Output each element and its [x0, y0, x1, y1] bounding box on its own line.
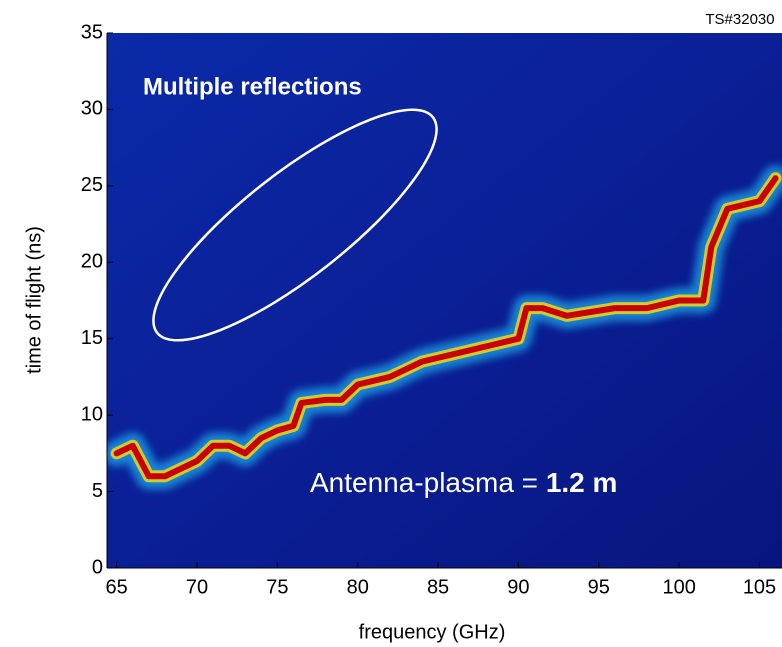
x-tick-label: 100: [662, 576, 695, 598]
x-tick-label: 70: [186, 576, 208, 598]
y-tick-label: 35: [81, 21, 103, 43]
x-tick-label: 80: [347, 576, 369, 598]
annotation-value: 1.2 m: [546, 467, 618, 498]
x-tick-label: 105: [743, 576, 776, 598]
y-tick-label: 0: [92, 556, 103, 578]
x-tick-label: 95: [588, 576, 610, 598]
highlight-ellipse: [152, 108, 438, 342]
shot-label: TS#32030: [705, 11, 774, 28]
y-tick-label: 10: [81, 403, 103, 425]
y-tick-label: 15: [81, 327, 103, 349]
y-tick-label: 5: [92, 480, 103, 502]
y-tick-label: 20: [81, 251, 103, 273]
x-tick-label: 90: [507, 576, 529, 598]
trace: [113, 175, 779, 480]
annotation: Antenna-plasma = 1.2 m: [310, 467, 617, 498]
annotation: Multiple reflections: [143, 73, 362, 100]
x-tick-label: 65: [106, 576, 128, 598]
y-axis-label: time of flight (ns): [23, 226, 45, 374]
x-tick-label: 85: [427, 576, 449, 598]
x-axis-label: frequency (GHz): [359, 621, 506, 643]
annotation-text: Antenna-plasma =: [310, 467, 546, 498]
x-tick-label: 75: [266, 576, 288, 598]
y-tick-label: 30: [81, 98, 103, 120]
y-tick-label: 25: [81, 174, 103, 196]
